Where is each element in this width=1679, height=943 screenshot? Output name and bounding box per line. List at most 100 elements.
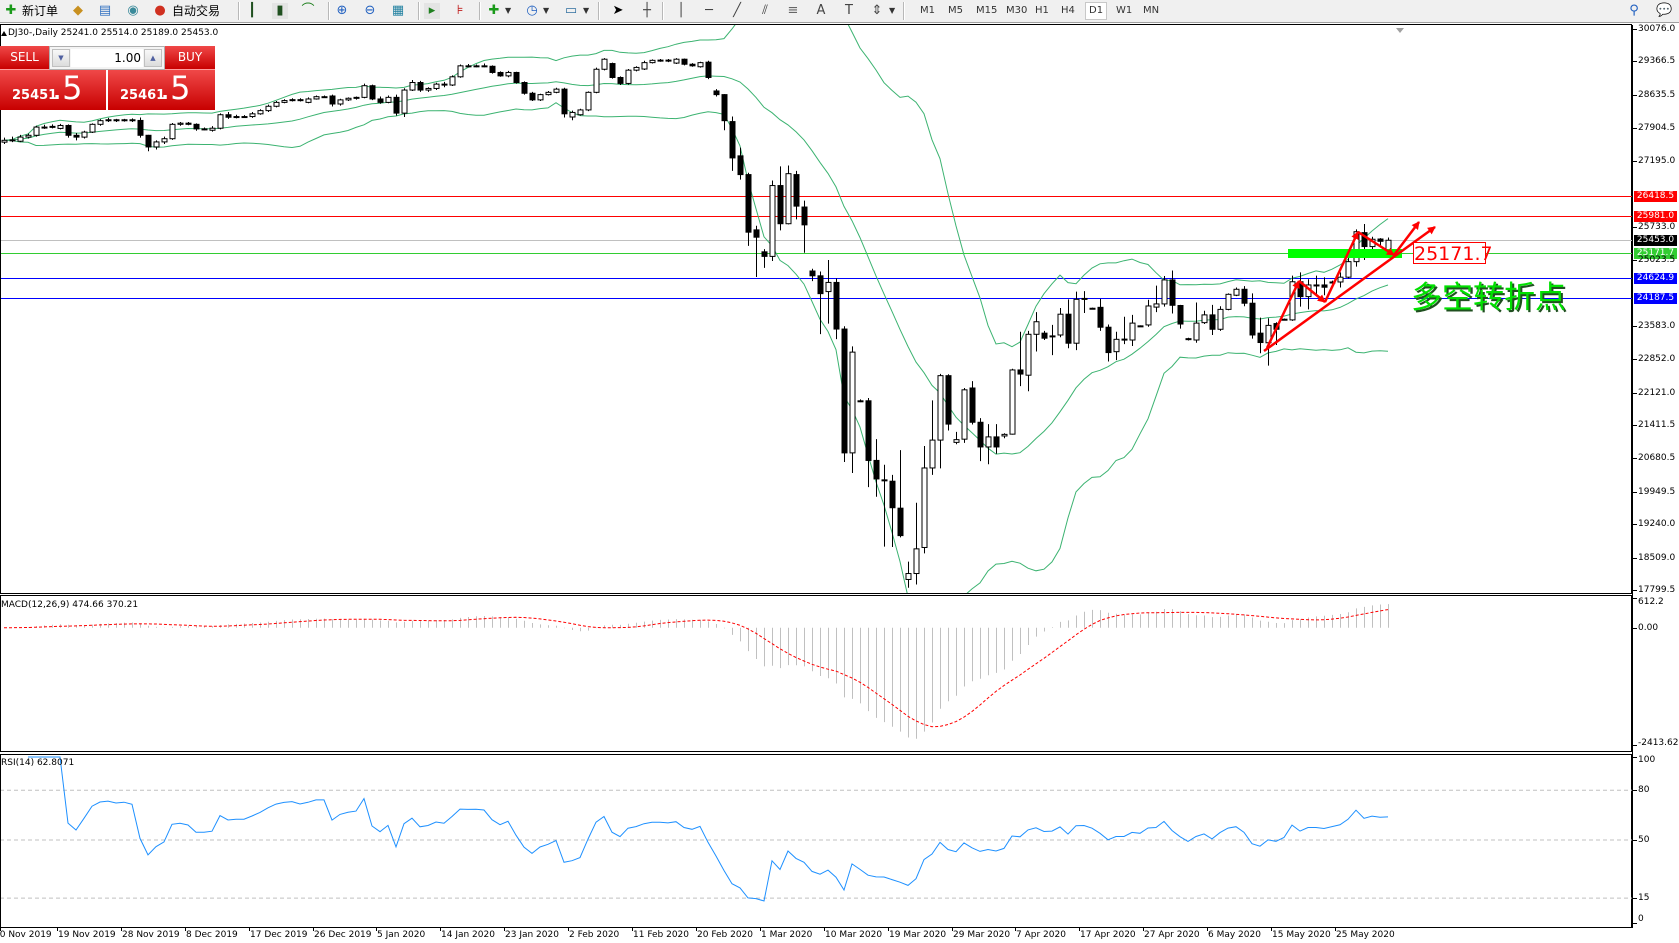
- support-zone[interactable]: [1288, 249, 1402, 258]
- candle: [873, 439, 880, 497]
- indicators-dropdown-icon[interactable]: ▼: [505, 6, 512, 15]
- bull-candle-body: [1145, 305, 1152, 326]
- bull-candle-body: [849, 351, 856, 454]
- candle: [145, 134, 152, 152]
- timeframe-m30[interactable]: M30: [1006, 5, 1028, 16]
- level-price-label: 25453.0: [1634, 234, 1677, 246]
- collapse-triangle-icon[interactable]: [1, 31, 7, 36]
- timeframe-m5[interactable]: M5: [948, 5, 963, 16]
- bull-candle-body: [641, 62, 648, 70]
- tile-windows-icon[interactable]: ▦: [391, 3, 405, 18]
- timeframe-mn[interactable]: MN: [1143, 5, 1160, 16]
- periods-icon[interactable]: ◷: [526, 3, 538, 18]
- indicators-icon[interactable]: ✚: [488, 3, 500, 18]
- auto-trading-icon[interactable]: ●: [154, 3, 166, 18]
- timeframe-d1[interactable]: D1: [1085, 2, 1108, 20]
- date-tick: [376, 927, 377, 931]
- macd-pane[interactable]: [0, 595, 1632, 752]
- bear-candle-body: [1209, 314, 1216, 330]
- candle: [689, 63, 696, 67]
- price-tick: [1633, 458, 1637, 459]
- chart-shift-marker-icon[interactable]: [1396, 28, 1404, 33]
- text-icon[interactable]: A: [816, 3, 826, 18]
- bull-candle-body: [1025, 333, 1032, 376]
- price-axis-label: 19949.5: [1638, 487, 1676, 497]
- fibo-retracement-icon[interactable]: ≡: [787, 3, 799, 18]
- bull-candle-body: [1161, 279, 1168, 305]
- candle: [977, 418, 984, 462]
- lot-decrease-button[interactable]: ▼: [52, 49, 70, 67]
- bull-candle-body: [265, 105, 272, 112]
- horizontal-line-icon[interactable]: ─: [705, 3, 713, 18]
- bear-candle-body: [609, 63, 616, 78]
- arrows-dropdown-icon[interactable]: ▼: [889, 6, 896, 15]
- trend-arrow[interactable]: [1357, 230, 1395, 257]
- candle: [313, 95, 320, 100]
- navigator-icon[interactable]: ▤: [98, 3, 112, 18]
- sell-price-box[interactable]: 25451 .5: [0, 70, 106, 110]
- zoom-in-icon[interactable]: ⊕: [336, 3, 348, 18]
- sell-button[interactable]: SELL: [0, 46, 49, 70]
- main-chart-pane[interactable]: [0, 24, 1632, 594]
- candle: [1129, 314, 1136, 346]
- auto-trading-button[interactable]: 自动交易: [172, 4, 221, 18]
- turning-point-annotation[interactable]: 多空转折点: [1411, 280, 1566, 316]
- timeframe-m1[interactable]: M1: [920, 5, 935, 16]
- trend-arrow[interactable]: [1323, 231, 1360, 303]
- periods-dropdown-icon[interactable]: ▼: [543, 6, 550, 15]
- bull-candle-body: [89, 123, 96, 133]
- crosshair-icon[interactable]: ┼: [643, 3, 651, 18]
- trendline-icon[interactable]: ╱: [733, 3, 741, 18]
- timeframe-m15[interactable]: M15: [976, 5, 998, 16]
- signals-icon[interactable]: ◉: [127, 3, 139, 18]
- trend-arrow[interactable]: [1393, 221, 1420, 256]
- chat-icon[interactable]: 💬: [1656, 3, 1673, 18]
- bollinger-upper: [3, 25, 1389, 348]
- cursor-icon[interactable]: ➤: [612, 3, 624, 18]
- candle: [17, 134, 24, 143]
- rsi-pane[interactable]: [0, 754, 1632, 928]
- price-axis-label: 29366.5: [1638, 56, 1676, 66]
- fibo-channel-icon[interactable]: ⫽: [762, 3, 768, 18]
- templates-icon[interactable]: ▭: [564, 3, 578, 18]
- candle: [753, 225, 760, 277]
- vertical-line-icon[interactable]: │: [677, 3, 685, 18]
- buy-button[interactable]: BUY: [165, 46, 215, 70]
- zoom-out-icon[interactable]: ⊖: [364, 3, 376, 18]
- new-order-button[interactable]: 新订单: [22, 4, 59, 18]
- new-order-icon[interactable]: ✚: [5, 3, 17, 18]
- candle: [609, 62, 616, 79]
- candlestick-icon[interactable]: ▮: [272, 3, 288, 19]
- lot-size-input[interactable]: 1.00: [71, 49, 143, 67]
- timeframe-w1[interactable]: W1: [1116, 5, 1133, 16]
- auto-scroll-icon[interactable]: ▸: [424, 3, 440, 19]
- level-annotation-box[interactable]: 25171.7: [1413, 242, 1493, 265]
- trend-arrow[interactable]: [1265, 280, 1301, 349]
- text-label-icon[interactable]: T: [845, 3, 853, 18]
- search-icon[interactable]: ⚲: [1629, 3, 1639, 18]
- price-axis-label: 19240.0: [1638, 519, 1676, 529]
- trend-arrow[interactable]: [1263, 225, 1436, 353]
- bear-candle-body: [513, 71, 520, 84]
- bull-candle-body: [49, 125, 56, 128]
- market-watch-icon[interactable]: ◆: [73, 3, 83, 18]
- bar-chart-icon[interactable]: ┃: [248, 3, 256, 18]
- candle: [665, 58, 672, 63]
- candle: [153, 140, 160, 150]
- templates-dropdown-icon[interactable]: ▼: [583, 6, 590, 15]
- bull-candle-body: [257, 110, 264, 115]
- lot-increase-button[interactable]: ▲: [144, 49, 162, 67]
- bull-candle-body: [9, 139, 16, 142]
- candle: [361, 83, 368, 99]
- bull-candle-body: [633, 66, 640, 71]
- timeframe-h1[interactable]: H1: [1035, 5, 1049, 16]
- line-chart-icon[interactable]: ⌒: [301, 3, 315, 18]
- candle: [1281, 318, 1288, 321]
- trend-arrow[interactable]: [1298, 280, 1326, 303]
- buy-price-box[interactable]: 25461 .5: [108, 70, 215, 110]
- candle: [969, 381, 976, 425]
- timeframe-h4[interactable]: H4: [1061, 5, 1075, 16]
- chart-shift-icon[interactable]: ⊧: [456, 3, 464, 18]
- arrows-icon[interactable]: ⇕: [871, 3, 883, 18]
- bear-candle-body: [969, 387, 976, 423]
